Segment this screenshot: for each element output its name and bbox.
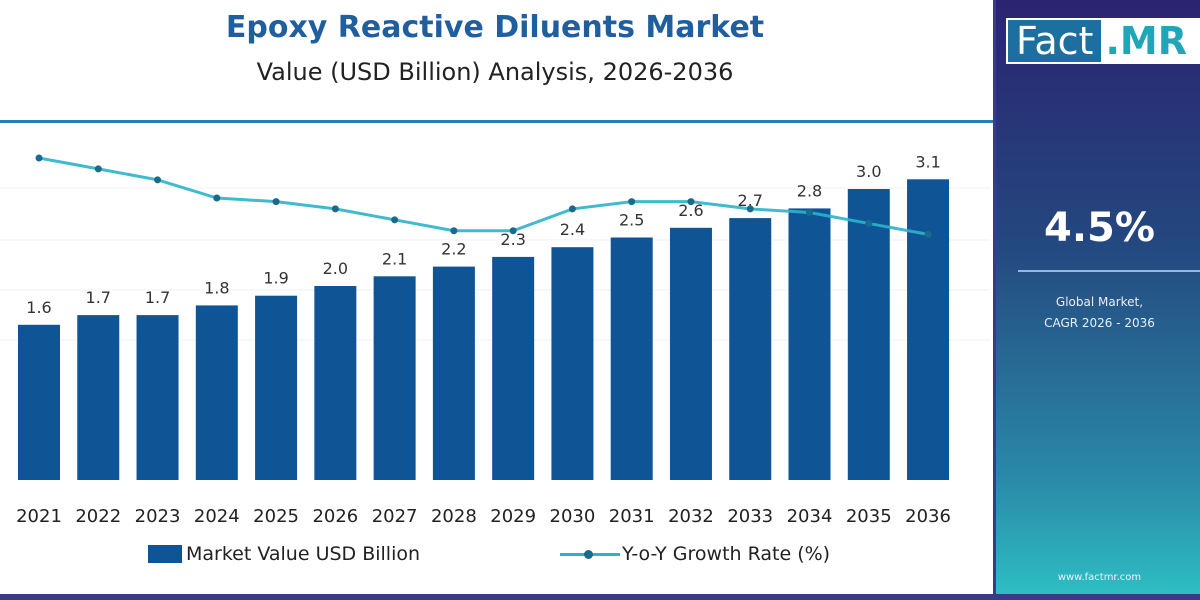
growth-point <box>272 198 280 206</box>
bar <box>195 305 238 480</box>
legend-label: Market Value USD Billion <box>186 543 421 565</box>
x-tick-label: 2027 <box>372 506 418 527</box>
bar-value-label: 1.7 <box>86 288 111 307</box>
bottom-border <box>0 594 1200 600</box>
panel-divider <box>1018 270 1200 272</box>
bar-value-label: 2.3 <box>500 230 525 249</box>
bar <box>847 189 890 480</box>
cagr-value: 4.5% <box>1044 205 1155 251</box>
growth-point <box>154 176 162 184</box>
x-tick-label: 2023 <box>135 506 181 527</box>
bar <box>729 218 772 480</box>
growth-point <box>924 230 932 238</box>
bar <box>18 324 60 480</box>
bar-value-label: 2.1 <box>382 249 407 268</box>
bar <box>669 227 712 480</box>
bar-value-label: 1.6 <box>26 298 51 317</box>
x-tick-label: 2034 <box>787 506 833 527</box>
legend-item-bar: Market Value USD Billion <box>148 543 420 565</box>
cagr-panel: Fact .MR 4.5% Global Market, CAGR 2026 -… <box>993 0 1200 600</box>
bar-value-label: 2.7 <box>738 191 763 210</box>
bar <box>314 286 357 480</box>
chart-area: 1.6 2021 1.7 2022 1.7 2023 1.8 2024 1.9 2025 2.0 20… <box>0 152 990 527</box>
bar <box>551 247 594 480</box>
growth-point <box>746 205 754 213</box>
bar-value-label: 2.0 <box>323 259 348 278</box>
bar <box>610 237 653 480</box>
growth-point <box>35 154 43 162</box>
bar-value-label: 3.0 <box>856 162 881 181</box>
bar-value-label: 1.7 <box>145 288 170 307</box>
cagr-label: Global Market, CAGR 2026 - 2036 <box>996 292 1200 334</box>
x-tick-label: 2032 <box>668 506 714 527</box>
factmr-logo: Fact .MR <box>1006 18 1200 64</box>
growth-point <box>568 205 576 213</box>
x-tick-label: 2022 <box>75 506 121 527</box>
bar <box>136 315 179 480</box>
bar <box>255 295 298 480</box>
logo-text: .MR <box>1105 19 1187 63</box>
divider <box>0 120 993 123</box>
website-link[interactable]: www.factmr.com <box>1057 572 1142 583</box>
legend-item-line: Y-o-Y Growth Rate (%) <box>560 543 830 565</box>
bar-value-label: 2.8 <box>797 181 822 200</box>
bar-value-label: 1.9 <box>263 269 288 288</box>
x-tick-label: 2028 <box>431 506 477 527</box>
legend-swatch-line <box>560 547 620 561</box>
chart-subtitle: Value (USD Billion) Analysis, 2026-2036 <box>256 58 734 86</box>
x-tick-label: 2025 <box>253 506 299 527</box>
growth-point <box>213 194 221 202</box>
bar <box>77 315 120 480</box>
growth-point <box>687 198 695 206</box>
legend-swatch-bar <box>148 545 182 563</box>
growth-point <box>391 216 399 224</box>
growth-line <box>38 156 929 236</box>
growth-point <box>865 219 873 227</box>
x-tick-label: 2036 <box>905 506 951 527</box>
growth-point <box>450 227 458 235</box>
legend-label: Y-o-Y Growth Rate (%) <box>622 543 831 565</box>
x-tick-label: 2030 <box>550 506 596 527</box>
chart-title: Epoxy Reactive Diluents Market <box>225 10 765 45</box>
bar-value-label: 1.8 <box>204 278 229 297</box>
logo-text: Fact <box>1008 20 1102 62</box>
x-tick-label: 2026 <box>312 506 358 527</box>
x-tick-label: 2031 <box>609 506 655 527</box>
x-tick-label: 2021 <box>16 506 62 527</box>
x-tick-label: 2033 <box>727 506 773 527</box>
growth-point <box>331 205 339 213</box>
growth-point <box>806 209 814 217</box>
bar-value-label: 2.5 <box>619 211 644 230</box>
bar-value-label: 2.4 <box>560 220 585 239</box>
growth-point <box>94 165 102 173</box>
x-tick-label: 2024 <box>194 506 240 527</box>
bar-value-label: 3.1 <box>915 152 940 171</box>
growth-point <box>628 198 636 206</box>
cagr-label-line: Global Market, <box>1055 295 1144 309</box>
bar <box>907 179 950 481</box>
x-tick-label: 2035 <box>846 506 892 527</box>
growth-point <box>509 227 517 235</box>
bar <box>432 266 475 480</box>
bar-value-label: 2.6 <box>678 201 703 220</box>
bar-value-label: 2.2 <box>441 240 466 259</box>
bar <box>492 256 535 480</box>
x-tick-label: 2029 <box>490 506 536 527</box>
bar <box>373 276 416 480</box>
bar <box>788 208 831 480</box>
cagr-label-line: CAGR 2026 - 2036 <box>1044 316 1155 330</box>
